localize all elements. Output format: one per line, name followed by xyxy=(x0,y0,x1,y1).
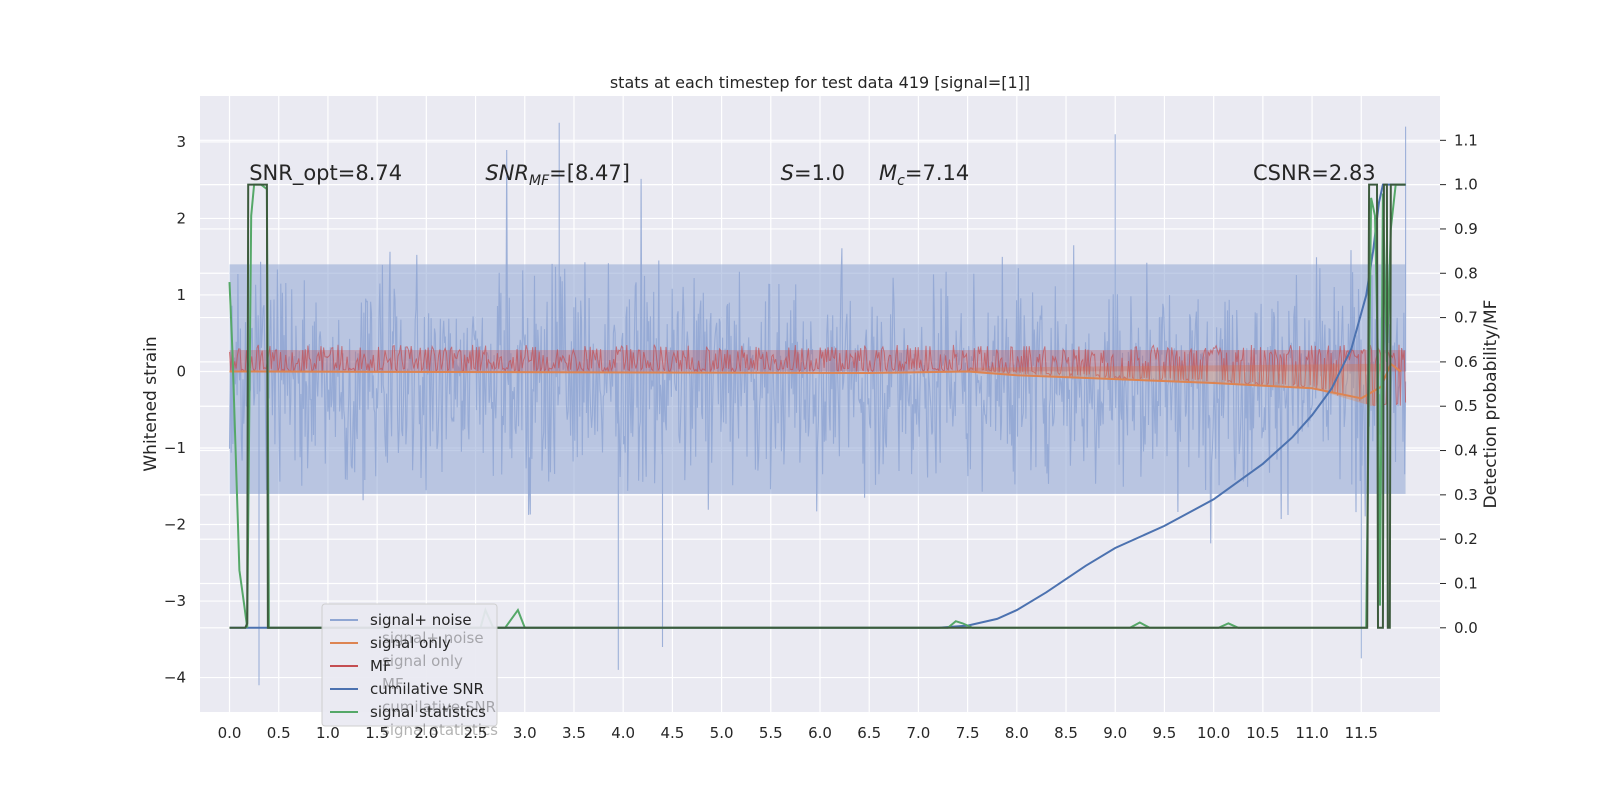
annotation-text: Mc=7.14 xyxy=(879,161,969,189)
legend-label: cumilative SNR xyxy=(370,680,484,698)
annotation-value: =1.0 xyxy=(794,161,845,185)
annotation-main: M xyxy=(879,161,897,185)
annotation-subscript: MF xyxy=(529,173,550,189)
y2-tick-label: 1.0 xyxy=(1454,176,1478,194)
annotation-text: S=1.0 xyxy=(781,161,845,185)
x-tick-label: 0.0 xyxy=(218,724,242,742)
mf-envelope-fill xyxy=(967,363,1381,406)
legend-label: signal+ noise xyxy=(370,611,472,629)
legend-ghost-label: signal statistics xyxy=(382,721,498,739)
legend-box xyxy=(321,603,498,727)
y-tick-label: −1 xyxy=(164,439,186,457)
y-tick-label: 3 xyxy=(176,133,186,151)
y2-tick-label: 0.9 xyxy=(1454,220,1478,238)
y-tick-label: 0 xyxy=(176,362,186,380)
signal-noise-band xyxy=(229,264,1406,494)
mf-series xyxy=(229,344,1407,407)
x-tick-label: 10.0 xyxy=(1197,724,1230,742)
y2-tick-label: 1.1 xyxy=(1454,131,1478,149)
mf-band xyxy=(229,350,1406,372)
y2-axis-label: Detection probability/MF xyxy=(1481,300,1501,509)
legend-ghost-label: signal only xyxy=(382,652,463,670)
y-tick-label: −3 xyxy=(164,592,186,610)
annotation-value: =7.14 xyxy=(905,161,969,185)
x-tick-label: 11.5 xyxy=(1345,724,1378,742)
annotation-main: S xyxy=(781,161,794,185)
y-tick-label: 2 xyxy=(176,209,186,227)
y2-tick-label: 0.8 xyxy=(1454,264,1478,282)
y-tick-label: −2 xyxy=(164,516,186,534)
y2-tick-label: 0.4 xyxy=(1454,442,1478,460)
x-tick-label: 9.0 xyxy=(1103,724,1127,742)
legend-ghost-label: signal+ noise xyxy=(382,629,484,647)
mf-line xyxy=(229,344,1407,407)
annotation-text: CSNR=2.83 xyxy=(1253,161,1376,185)
y2-tick-label: 0.0 xyxy=(1454,619,1478,637)
x-tick-label: 7.0 xyxy=(906,724,930,742)
legend-ghost-label: cumilative SNR xyxy=(382,698,496,716)
y-tick-label: 1 xyxy=(176,286,186,304)
annotation-text: SNRMF=[8.47] xyxy=(485,161,630,189)
x-tick-label: 0.5 xyxy=(267,724,291,742)
x-tick-label: 3.5 xyxy=(562,724,586,742)
signal-noise-series xyxy=(228,122,1407,686)
y2-tick-label: 0.2 xyxy=(1454,530,1478,548)
x-tick-label: 7.5 xyxy=(956,724,980,742)
x-tick-label: 5.5 xyxy=(759,724,783,742)
x-tick-label: 6.0 xyxy=(808,724,832,742)
legend-label: signal statistics xyxy=(370,703,486,721)
x-tick-label: 1.5 xyxy=(365,724,389,742)
x-tick-label: 10.5 xyxy=(1246,724,1279,742)
x-tick-label: 9.5 xyxy=(1153,724,1177,742)
legend-ghost-label: MF xyxy=(382,675,404,693)
y2-tick-label: 0.6 xyxy=(1454,353,1478,371)
legend-label: signal only xyxy=(370,634,451,652)
y2-tick-label: 0.3 xyxy=(1454,486,1478,504)
chart-title: stats at each timestep for test data 419… xyxy=(610,73,1030,92)
detection-step-line xyxy=(229,183,1406,629)
x-tick-label: 3.0 xyxy=(513,724,537,742)
x-tick-label: 2.0 xyxy=(414,724,438,742)
axis-layer: 0.0 0.5 1.0 1.5 2.0 2.5 3.0 3.5 4.0 4.5 5.0 5.5 6.0 6… xyxy=(164,131,1478,742)
annotation-layer: SNR_opt=8.74 SNRMF=[8.47] S=1.0 Mc=7.14 CSNR… xyxy=(249,161,1375,189)
y-tick-label: −4 xyxy=(164,669,186,687)
annotation-subscript: c xyxy=(897,173,905,189)
x-tick-label: 6.5 xyxy=(857,724,881,742)
legend-label: MF xyxy=(370,657,392,675)
annotation-main: SNR xyxy=(485,161,529,185)
y2-tick-label: 0.7 xyxy=(1454,309,1478,327)
y2-tick-label: 0.5 xyxy=(1454,397,1478,415)
y-axis-label: Whitened strain xyxy=(141,336,161,471)
x-tick-label: 5.0 xyxy=(710,724,734,742)
x-tick-label: 8.0 xyxy=(1005,724,1029,742)
x-tick-label: 11.0 xyxy=(1295,724,1328,742)
y2-tick-label: 0.1 xyxy=(1454,574,1478,592)
x-tick-label: 4.5 xyxy=(660,724,684,742)
x-tick-label: 1.0 xyxy=(316,724,340,742)
line-series-layer xyxy=(228,183,1406,629)
x-tick-label: 2.5 xyxy=(464,724,488,742)
x-tick-label: 4.0 xyxy=(611,724,635,742)
annotation-text: SNR_opt=8.74 xyxy=(249,161,402,186)
annotation-value: =[8.47] xyxy=(549,161,630,185)
x-tick-label: 8.5 xyxy=(1054,724,1078,742)
